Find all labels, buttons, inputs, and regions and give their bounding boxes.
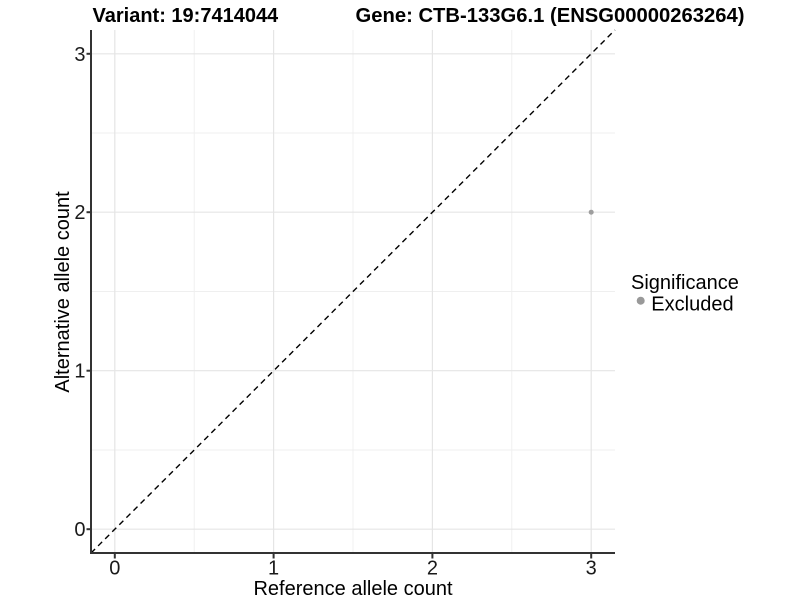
svg-text:2: 2 <box>427 557 438 579</box>
svg-text:0: 0 <box>109 557 120 579</box>
svg-text:Significance: Significance <box>631 272 739 294</box>
svg-text:Alternative allele count: Alternative allele count <box>52 191 74 393</box>
svg-text:1: 1 <box>268 557 279 579</box>
svg-text:3: 3 <box>586 557 597 579</box>
svg-text:Variant: 19:7414044: Variant: 19:7414044 <box>93 5 280 27</box>
svg-text:3: 3 <box>74 44 85 66</box>
svg-text:2: 2 <box>74 202 85 224</box>
svg-text:0: 0 <box>74 519 85 541</box>
svg-text:Excluded: Excluded <box>651 293 733 315</box>
svg-text:Reference allele count: Reference allele count <box>253 578 452 600</box>
svg-text:Gene: CTB-133G6.1 (ENSG0000026: Gene: CTB-133G6.1 (ENSG00000263264) <box>356 5 745 27</box>
svg-text:1: 1 <box>74 361 85 383</box>
